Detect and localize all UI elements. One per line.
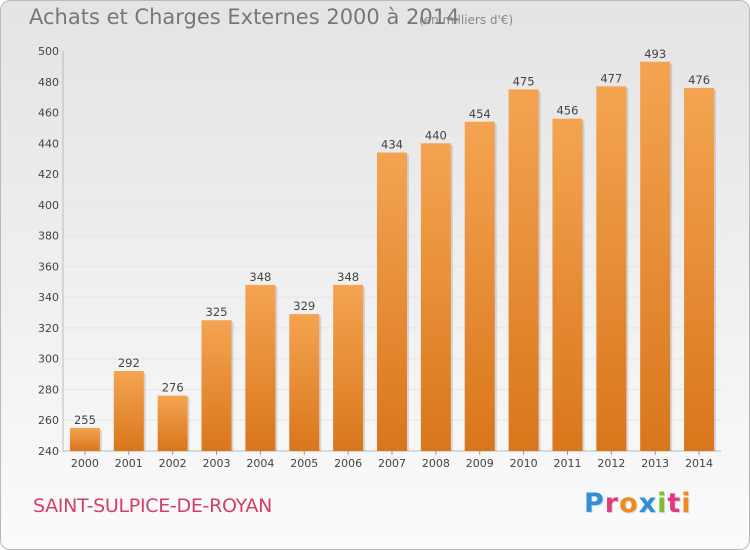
x-tick-label: 2008 <box>422 457 450 470</box>
bar <box>684 87 715 451</box>
logo-letter: i <box>657 488 668 519</box>
logo-letter: x <box>638 488 658 519</box>
chart-title: Achats et Charges Externes 2000 à 2014 <box>29 5 460 29</box>
y-tick-label: 480 <box>38 76 59 89</box>
y-tick-label: 460 <box>38 107 59 120</box>
commune-name: SAINT-SULPICE-DE-ROYAN <box>33 495 273 517</box>
bar-value-label: 493 <box>644 47 666 61</box>
x-tick-label: 2003 <box>203 457 231 470</box>
bar <box>420 143 451 452</box>
x-tick-label: 2013 <box>641 457 669 470</box>
x-tick-label: 2014 <box>685 457 713 470</box>
bar <box>201 320 232 451</box>
bar-value-label: 348 <box>249 270 271 284</box>
bar <box>377 152 407 452</box>
bar-value-label: 292 <box>118 356 140 370</box>
y-tick-label: 280 <box>38 383 59 396</box>
bar <box>245 284 276 451</box>
bar <box>113 371 144 451</box>
y-tick-label: 240 <box>38 445 59 458</box>
x-tick-label: 2000 <box>71 457 99 470</box>
x-tick-label: 2002 <box>159 457 187 470</box>
x-tick-label: 2011 <box>553 457 581 470</box>
logo-letter: o <box>619 488 639 519</box>
y-tick-label: 420 <box>38 168 59 181</box>
y-tick-label: 440 <box>38 137 59 150</box>
x-tick-label: 2005 <box>290 457 318 470</box>
y-tick-label: 400 <box>38 199 59 212</box>
bar-value-label: 255 <box>74 413 96 427</box>
proxiti-logo: Proxiti <box>584 488 692 519</box>
logo-letter: i <box>681 488 692 519</box>
bar-value-label: 348 <box>337 270 359 284</box>
bar-value-label: 440 <box>425 128 447 142</box>
bar <box>157 395 188 451</box>
logo-letter: r <box>604 488 620 519</box>
y-tick-label: 360 <box>38 260 59 273</box>
chart-subtitle: (en milliers d'€) <box>419 13 514 27</box>
x-tick-label: 2004 <box>246 457 274 470</box>
x-tick-label: 2006 <box>334 457 362 470</box>
bar-value-label: 456 <box>556 104 578 118</box>
bar-value-label: 477 <box>600 71 622 85</box>
bar-value-label: 476 <box>688 73 710 87</box>
bar-value-label: 325 <box>206 305 228 319</box>
y-tick-label: 300 <box>38 353 59 366</box>
y-tick-label: 380 <box>38 230 59 243</box>
logo-letter: t <box>667 488 682 519</box>
bar-value-label: 475 <box>513 74 535 88</box>
bar-value-label: 434 <box>381 138 403 152</box>
bar <box>508 89 539 451</box>
logo-letter: P <box>584 488 605 519</box>
y-tick-label: 260 <box>38 414 59 427</box>
x-tick-label: 2007 <box>378 457 406 470</box>
y-tick-label: 500 <box>38 45 59 58</box>
bar-value-label: 329 <box>293 299 315 313</box>
bar <box>552 118 583 451</box>
bar <box>596 86 627 451</box>
x-tick-label: 2001 <box>115 457 143 470</box>
bar-value-label: 276 <box>162 381 184 395</box>
y-tick-label: 320 <box>38 322 59 335</box>
x-tick-label: 2010 <box>510 457 538 470</box>
x-tick-label: 2009 <box>466 457 494 470</box>
y-tick-label: 340 <box>38 291 59 304</box>
bar <box>333 284 364 451</box>
plot-area: 240 260 280 300 320 340 360 380 400 420 440 460 480 5… <box>38 45 721 470</box>
x-tick-label: 2012 <box>597 457 625 470</box>
bar <box>640 61 671 452</box>
bar-value-label: 454 <box>469 107 491 121</box>
bar <box>464 121 495 452</box>
bar <box>289 314 320 451</box>
bar <box>69 427 100 451</box>
